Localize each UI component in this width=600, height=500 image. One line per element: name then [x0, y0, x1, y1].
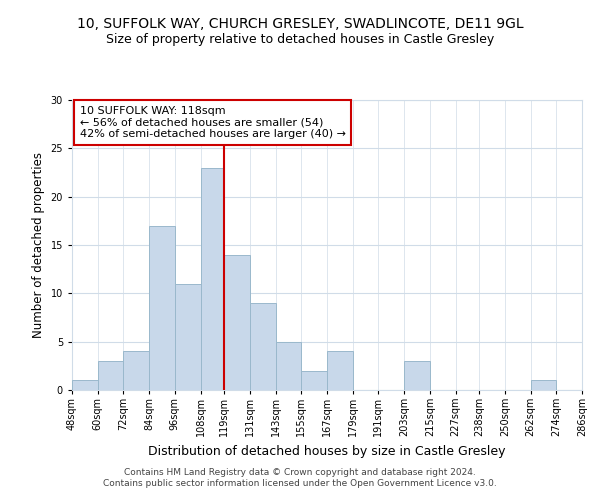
Bar — [275, 342, 301, 390]
Bar — [301, 370, 327, 390]
Text: 10 SUFFOLK WAY: 118sqm
← 56% of detached houses are smaller (54)
42% of semi-det: 10 SUFFOLK WAY: 118sqm ← 56% of detached… — [80, 106, 346, 139]
Bar — [124, 352, 149, 390]
Bar — [200, 168, 224, 390]
Bar — [327, 352, 353, 390]
Text: 10, SUFFOLK WAY, CHURCH GRESLEY, SWADLINCOTE, DE11 9GL: 10, SUFFOLK WAY, CHURCH GRESLEY, SWADLIN… — [77, 18, 523, 32]
X-axis label: Distribution of detached houses by size in Castle Gresley: Distribution of detached houses by size … — [148, 445, 506, 458]
Text: Contains HM Land Registry data © Crown copyright and database right 2024.
Contai: Contains HM Land Registry data © Crown c… — [103, 468, 497, 487]
Bar — [530, 380, 556, 390]
Y-axis label: Number of detached properties: Number of detached properties — [32, 152, 45, 338]
Text: Size of property relative to detached houses in Castle Gresley: Size of property relative to detached ho… — [106, 32, 494, 46]
Bar — [404, 361, 430, 390]
Bar — [72, 380, 98, 390]
Bar — [250, 303, 275, 390]
Bar — [224, 254, 250, 390]
Bar — [175, 284, 200, 390]
Bar — [98, 361, 124, 390]
Bar — [149, 226, 175, 390]
